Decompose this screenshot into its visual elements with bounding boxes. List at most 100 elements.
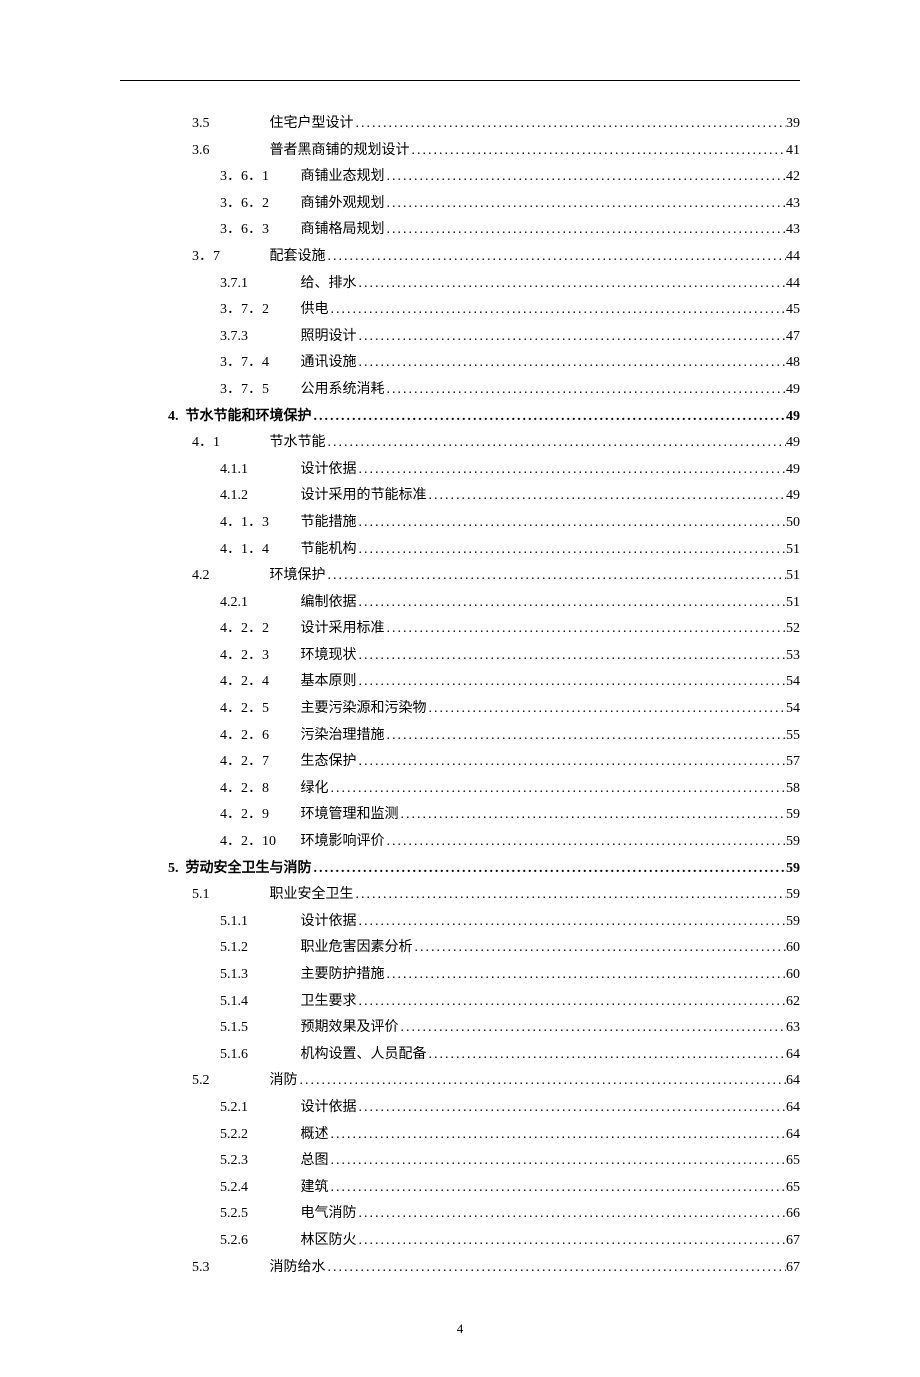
toc-entry-title: 环境影响评价 [301,829,385,856]
toc-entry-page: 67 [786,1228,800,1255]
toc-entry-title: 卫生要求 [301,989,357,1016]
toc-entry: 4．2．2 设计采用标准52 [120,616,800,643]
toc-entry: 4．2．4 基本原则54 [120,669,800,696]
toc-leader-dots [357,537,787,564]
toc-entry-number: 5.2 [192,1068,252,1095]
toc-leader-dots [357,457,787,484]
toc-leader-dots [357,350,787,377]
toc-leader-dots [354,111,787,138]
toc-entry-number: 3．6．3 [220,217,290,244]
toc-entry-number: 5.1.5 [220,1015,290,1042]
toc-entry-number: 5.1.6 [220,1042,290,1069]
toc-entry-page: 59 [786,802,800,829]
toc-entry-page: 51 [786,537,800,564]
toc-entry: 5.1.4 卫生要求62 [120,989,800,1016]
table-of-contents: 3.5 住宅户型设计393.6 普者黑商铺的规划设计413．6．1 商铺业态规划… [120,111,800,1281]
toc-entry: 5.2.5 电气消防66 [120,1201,800,1228]
toc-entry: 4．1 节水节能49 [120,430,800,457]
toc-entry: 5.1.1 设计依据59 [120,909,800,936]
toc-entry-title: 设计依据 [301,1095,357,1122]
toc-entry-number: 4．2．7 [220,749,290,776]
toc-entry-page: 60 [786,935,800,962]
toc-entry: 5.1.2 职业危害因素分析60 [120,935,800,962]
toc-entry: 4．2．6 污染治理措施55 [120,723,800,750]
toc-leader-dots [329,776,787,803]
toc-entry-number: 5.2.5 [220,1201,290,1228]
toc-entry-title: 公用系统消耗 [301,377,385,404]
toc-entry: 5.2.6 林区防火67 [120,1228,800,1255]
toc-entry-title: 节水节能和环境保护 [186,404,312,431]
toc-entry-title: 节水节能 [270,430,326,457]
toc-entry-page: 50 [786,510,800,537]
toc-entry-title: 供电 [301,297,329,324]
toc-entry-page: 51 [786,563,800,590]
toc-leader-dots [326,430,787,457]
toc-entry: 3．7．4 通讯设施48 [120,350,800,377]
toc-leader-dots [410,138,787,165]
toc-leader-dots [385,616,787,643]
toc-entry-page: 54 [786,669,800,696]
toc-entry-number: 5.2.3 [220,1148,290,1175]
toc-entry-number: 3．7．2 [220,297,290,324]
toc-entry: 4．2．5 主要污染源和污染物54 [120,696,800,723]
toc-entry-title: 商铺业态规划 [301,164,385,191]
toc-entry: 4．1．3 节能措施50 [120,510,800,537]
toc-leader-dots [399,1015,787,1042]
toc-entry-number: 3．6．2 [220,191,290,218]
toc-entry-number: 4．1 [192,430,252,457]
toc-leader-dots [298,1068,787,1095]
toc-entry-number: 4．2．3 [220,643,290,670]
toc-entry-page: 41 [786,138,800,165]
toc-entry: 3.7.3 照明设计47 [120,324,800,351]
toc-entry-number: 4.2.1 [220,590,290,617]
toc-entry-page: 64 [786,1068,800,1095]
toc-leader-dots [357,669,787,696]
toc-entry-number: 5.1 [192,882,252,909]
toc-entry-title: 总图 [301,1148,329,1175]
toc-entry: 5.2.4 建筑65 [120,1175,800,1202]
toc-leader-dots [385,164,787,191]
toc-leader-dots [357,749,787,776]
toc-entry: 5.2.2 概述64 [120,1122,800,1149]
toc-leader-dots [427,483,787,510]
toc-entry: 4．2．8 绿化58 [120,776,800,803]
toc-entry-title: 概述 [301,1122,329,1149]
toc-entry-number: 4.1.2 [220,483,290,510]
toc-entry-page: 66 [786,1201,800,1228]
toc-entry-title: 通讯设施 [301,350,357,377]
toc-entry-page: 55 [786,723,800,750]
toc-entry-title: 基本原则 [301,669,357,696]
toc-leader-dots [357,643,787,670]
toc-entry: 5.1 职业安全卫生59 [120,882,800,909]
toc-entry-page: 59 [786,856,800,883]
toc-entry-page: 65 [786,1148,800,1175]
toc-entry-number: 3.7.1 [220,271,290,298]
toc-entry-page: 39 [786,111,800,138]
toc-leader-dots [385,829,787,856]
toc-leader-dots [385,217,787,244]
toc-entry-title: 给、排水 [301,271,357,298]
toc-leader-dots [385,377,787,404]
toc-entry-page: 43 [786,191,800,218]
toc-leader-dots [357,510,787,537]
toc-leader-dots [312,856,787,883]
toc-entry-number: 5.3 [192,1255,252,1282]
toc-entry-number: 4．2．10 [220,829,290,856]
toc-entry-title: 机构设置、人员配备 [301,1042,427,1069]
toc-entry-number: 4．1．4 [220,537,290,564]
toc-entry-number: 5.1.4 [220,989,290,1016]
toc-entry-title: 商铺格局规划 [301,217,385,244]
toc-entry-page: 49 [786,377,800,404]
toc-entry-number: 3．6．1 [220,164,290,191]
toc-entry-title: 预期效果及评价 [301,1015,399,1042]
toc-entry-page: 49 [786,457,800,484]
toc-entry-page: 64 [786,1095,800,1122]
toc-leader-dots [326,244,787,271]
toc-entry-title: 节能机构 [301,537,357,564]
toc-entry-number: 3.6 [192,138,252,165]
toc-entry-title: 环境现状 [301,643,357,670]
toc-leader-dots [357,590,787,617]
toc-entry-number: 3.5 [192,111,252,138]
toc-entry-title: 生态保护 [301,749,357,776]
toc-leader-dots [326,563,787,590]
